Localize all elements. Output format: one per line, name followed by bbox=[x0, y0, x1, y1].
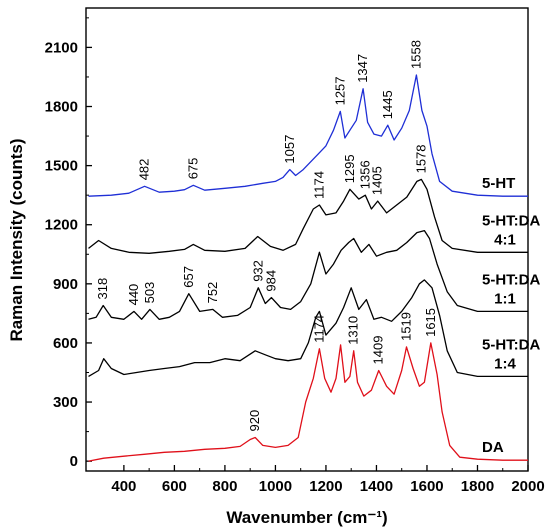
peak-label: 1519 bbox=[399, 312, 414, 341]
peak-label: 932 bbox=[250, 260, 265, 282]
peak-label: 1257 bbox=[332, 76, 347, 105]
series-line-5-ht bbox=[88, 74, 528, 197]
peak-label: 1174 bbox=[311, 315, 326, 343]
peak-label: 1310 bbox=[346, 316, 361, 345]
peak-label: 1615 bbox=[423, 308, 438, 337]
series-layer bbox=[88, 74, 528, 462]
peak-label: 440 bbox=[126, 284, 141, 306]
series-label-5-ht: 5-HT bbox=[482, 175, 515, 192]
peak-label: 1295 bbox=[342, 154, 357, 183]
peak-label: 1558 bbox=[408, 40, 423, 69]
y-tick-label: 300 bbox=[53, 394, 78, 411]
y-tick-label: 0 bbox=[70, 453, 78, 470]
labels-layer: 5-HT 482 675 1057 1257 1347 1445 1558 5-HT:DA 4:1… bbox=[95, 40, 540, 456]
peak-label: 1405 bbox=[370, 166, 385, 195]
x-tick-label: 1800 bbox=[461, 478, 494, 495]
x-tick-label: 1600 bbox=[410, 478, 443, 495]
peak-label: 920 bbox=[247, 410, 262, 432]
axis-ticks: 400 600 800 1000 1200 1400 1600 1800 2000 0 300 600… bbox=[45, 17, 545, 495]
series-line-da bbox=[88, 342, 528, 462]
series-line-5-ht-da-1-1 bbox=[88, 229, 528, 320]
peak-label: 1356 bbox=[357, 160, 372, 189]
peak-label: 1409 bbox=[371, 336, 386, 365]
x-tick-label: 400 bbox=[111, 478, 136, 495]
y-tick-label: 1800 bbox=[45, 99, 78, 116]
y-tick-label: 2100 bbox=[45, 39, 78, 56]
peak-label: 318 bbox=[95, 278, 110, 300]
series-label-5-ht-da-1-4: 1:4 bbox=[494, 355, 516, 372]
series-line-5-ht-da-4-1 bbox=[88, 178, 528, 254]
peak-label: 1057 bbox=[282, 135, 297, 164]
series-label-5-ht-da-1-4: 5-HT:DA bbox=[482, 336, 540, 353]
x-tick-label: 1200 bbox=[309, 478, 342, 495]
series-label-5-ht-da-4-1: 4:1 bbox=[494, 231, 516, 248]
peak-label: 1347 bbox=[355, 54, 370, 83]
x-tick-label: 800 bbox=[212, 478, 237, 495]
y-axis-title: Raman Intensity (counts) bbox=[7, 138, 26, 341]
series-label-5-ht-da-1-1: 1:1 bbox=[494, 290, 516, 307]
y-tick-label: 1500 bbox=[45, 158, 78, 175]
peak-label: 1578 bbox=[413, 144, 428, 173]
series-label-5-ht-da-4-1: 5-HT:DA bbox=[482, 212, 540, 229]
x-axis-title: Wavenumber (cm⁻¹) bbox=[226, 508, 387, 527]
plot-frame bbox=[85, 7, 529, 472]
y-tick-label: 900 bbox=[53, 276, 78, 293]
y-tick-label: 600 bbox=[53, 335, 78, 352]
series-line-5-ht-da-1-4 bbox=[88, 279, 528, 378]
y-tick-label: 1200 bbox=[45, 217, 78, 234]
x-tick-label: 1400 bbox=[360, 478, 393, 495]
peak-label: 657 bbox=[181, 266, 196, 288]
peak-label: 482 bbox=[137, 159, 152, 181]
peak-label: 675 bbox=[185, 158, 200, 180]
peak-label: 1445 bbox=[380, 90, 395, 119]
x-tick-label: 1000 bbox=[259, 478, 292, 495]
peak-label: 752 bbox=[205, 282, 220, 304]
peak-label: 1174 bbox=[311, 171, 326, 199]
series-label-da: DA bbox=[482, 439, 504, 456]
peak-label: 984 bbox=[263, 270, 278, 292]
peak-label: 503 bbox=[142, 282, 157, 304]
series-label-5-ht-da-1-1: 5-HT:DA bbox=[482, 271, 540, 288]
x-tick-label: 2000 bbox=[511, 478, 544, 495]
x-tick-label: 600 bbox=[162, 478, 187, 495]
